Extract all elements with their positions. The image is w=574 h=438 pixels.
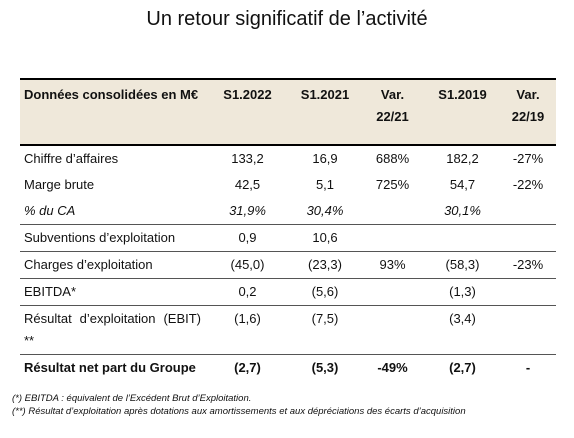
table-cell: 54,7 <box>449 177 476 192</box>
empty-cell <box>360 305 425 355</box>
table-cell: Chiffre d’affaires <box>20 144 205 172</box>
table-row: Marge brute 42,5 5,1 725% 54,7 -22% <box>20 172 556 198</box>
table-row: Résultat d’exploitation (EBIT) ** (1,6) (7… <box>20 305 556 355</box>
empty-cell <box>500 198 556 225</box>
table-row: Charges d’exploitation (45,0) (23,3) 93% (58… <box>20 251 556 279</box>
table-cell: -49% <box>360 354 425 381</box>
table-cell: 133,2 <box>205 144 290 172</box>
empty-cell <box>360 198 425 225</box>
empty-cell <box>425 224 500 252</box>
table-cell: (3,4) <box>425 305 500 355</box>
table-cell: Marge brute <box>24 177 95 192</box>
footnotes: (*) EBITDA : équivalent de l’Excédent Br… <box>12 392 568 418</box>
table-cell: - <box>500 354 556 381</box>
table-cell: (7,5) <box>290 305 360 355</box>
table-cell: 30,4% <box>306 203 344 218</box>
header-row: Données consolidées en M€ S1.2022 S1.2021 V… <box>20 78 556 146</box>
empty-cell <box>360 278 425 306</box>
table-cell: (58,3) <box>425 251 500 279</box>
table-cell: (45,0) <box>205 251 290 279</box>
table-row: Chiffre d’affaires 133,2 16,9 688% 182,2 -27% <box>20 144 556 172</box>
table-cell: Résultat d’exploitation (EBIT) ** <box>20 305 205 355</box>
table-cell: 182,2 <box>425 144 500 172</box>
table-cell: 0,2 <box>205 278 290 306</box>
table-cell: 93% <box>360 251 425 279</box>
table-cell: (2,7) <box>425 354 500 381</box>
table-cell: (5,3) <box>290 354 360 381</box>
table-cell: (1,3) <box>425 278 500 306</box>
header-cell: Données consolidées en M€ <box>20 78 205 146</box>
title: Un retour significatif de l’activité <box>146 8 428 30</box>
empty-cell <box>500 224 556 252</box>
header-cell: S1.2019 <box>425 78 500 146</box>
table-cell: 0,9 <box>205 224 290 252</box>
table-cell: 10,6 <box>290 224 360 252</box>
table-row: % du CA 31,9% 30,4% 30,1% <box>20 198 556 225</box>
table-cell: (23,3) <box>290 251 360 279</box>
header-cell: Var. 22/21 <box>360 78 425 146</box>
table-cell: -22% <box>512 177 544 192</box>
table-cell: -27% <box>500 144 556 172</box>
table-cell: 42,5 <box>234 177 261 192</box>
empty-cell <box>360 224 425 252</box>
header-cell: S1.2021 <box>290 78 360 146</box>
table-cell: 725% <box>375 177 410 192</box>
table-cell: % du CA <box>24 203 76 218</box>
table-cell: 16,9 <box>290 144 360 172</box>
table-cell: (2,7) <box>205 354 290 381</box>
table-cell: Subventions d’exploitation <box>20 224 205 252</box>
empty-cell <box>500 278 556 306</box>
table-cell: 5,1 <box>315 177 335 192</box>
header-cell: Var. 22/19 <box>500 78 556 146</box>
table-row: Résultat net part du Groupe (2,7) (5,3) -49… <box>20 354 556 381</box>
table-cell: EBITDA* <box>20 278 205 306</box>
header-cell: S1.2022 <box>205 78 290 146</box>
table-cell: -23% <box>500 251 556 279</box>
results-table: Données consolidées en M€ S1.2022 S1.2021 V… <box>20 78 556 381</box>
footnote: (**) Résultat d’exploitation après dotat… <box>12 406 466 417</box>
table-cell: (1,6) <box>205 305 290 355</box>
table-cell: 30,1% <box>444 203 481 218</box>
table-cell: (5,6) <box>290 278 360 306</box>
table-cell: Charges d’exploitation <box>20 251 205 279</box>
empty-cell <box>500 305 556 355</box>
table-cell: Résultat net part du Groupe <box>20 354 205 381</box>
table-cell: 31,9% <box>229 203 266 218</box>
footnote: (*) EBITDA : équivalent de l’Excédent Br… <box>12 393 252 404</box>
table-row: EBITDA* 0,2 (5,6) (1,3) <box>20 278 556 306</box>
table-row: Subventions d’exploitation 0,9 10,6 <box>20 224 556 252</box>
table-cell: 688% <box>360 144 425 172</box>
